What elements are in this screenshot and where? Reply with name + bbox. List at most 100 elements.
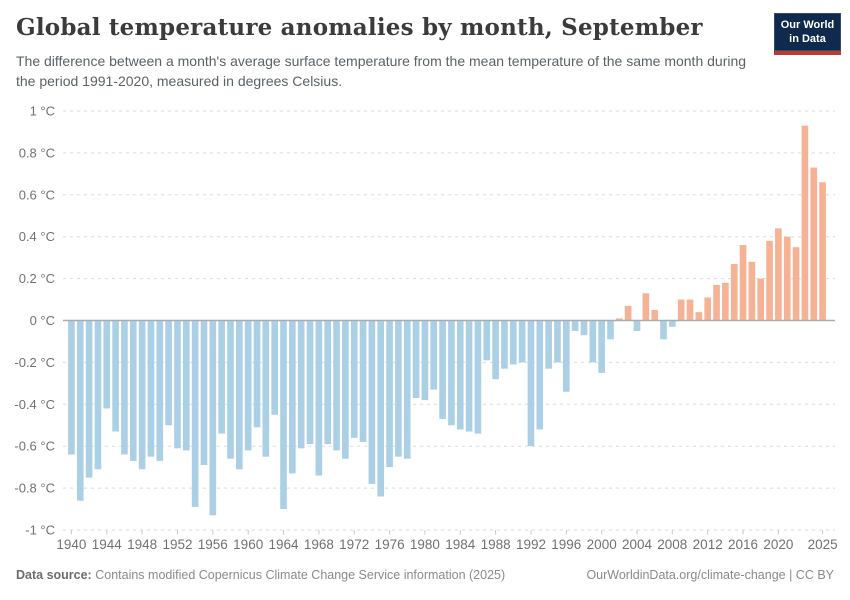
bar-1953[interactable] [182,320,190,451]
bar-2005[interactable] [642,293,650,321]
bar-2016[interactable] [739,245,747,321]
x-tick-label: 1984 [445,537,476,552]
bar-1980[interactable] [421,320,429,401]
bar-1942[interactable] [85,320,93,478]
bar-2011[interactable] [695,312,703,321]
y-tick-label: -1 °C [25,523,55,538]
bar-1991[interactable] [518,320,526,363]
bar-1973[interactable] [359,320,367,443]
bar-1940[interactable] [68,320,75,455]
bar-1986[interactable] [474,320,482,434]
bar-1982[interactable] [439,320,446,419]
bar-1967[interactable] [306,320,314,445]
bar-2020[interactable] [775,228,782,321]
bar-1999[interactable] [589,320,597,363]
bar-2025[interactable] [819,182,826,321]
bar-1962[interactable] [262,320,270,457]
x-tick-label: 1944 [92,537,123,552]
x-tick-label: 1964 [268,537,299,552]
bar-2003[interactable] [624,305,632,321]
bar-2014[interactable] [722,282,729,321]
y-tick-label: 0.2 °C [19,271,55,286]
bar-2008[interactable] [669,320,676,327]
bar-1950[interactable] [156,320,164,461]
bar-1996[interactable] [562,320,570,392]
x-tick-label: 2008 [657,537,687,552]
bar-2015[interactable] [730,263,738,321]
bar-1983[interactable] [448,320,455,426]
bar-1985[interactable] [465,320,473,432]
bar-1961[interactable] [253,320,261,428]
bar-1957[interactable] [218,320,225,434]
bar-1984[interactable] [456,320,464,430]
bar-1989[interactable] [501,320,508,369]
bar-1944[interactable] [103,320,111,409]
bar-1972[interactable] [350,320,358,438]
bar-2013[interactable] [713,284,720,321]
bar-1945[interactable] [112,320,119,432]
bar-1978[interactable] [403,320,411,459]
bar-1954[interactable] [191,320,199,507]
bar-1943[interactable] [94,320,102,470]
bar-1956[interactable] [209,320,217,516]
bar-1951[interactable] [165,320,172,426]
bar-2010[interactable] [686,299,694,321]
y-tick-label: 0.4 °C [19,229,55,244]
bar-2021[interactable] [783,236,791,321]
bar-1988[interactable] [492,320,499,380]
bar-1948[interactable] [138,320,146,470]
bar-2018[interactable] [757,278,765,321]
bar-1971[interactable] [342,320,349,459]
bar-1993[interactable] [536,320,544,430]
bar-2009[interactable] [677,299,685,321]
bar-1963[interactable] [271,320,278,415]
bar-2002[interactable] [616,318,623,321]
y-tick-label: -0.6 °C [14,439,55,454]
owid-logo[interactable]: Our World in Data [774,13,841,55]
bar-1946[interactable] [121,320,128,455]
bar-1970[interactable] [333,320,340,451]
bar-2022[interactable] [792,247,800,321]
x-tick-label: 1972 [339,537,369,552]
bar-1964[interactable] [280,320,287,510]
bar-2001[interactable] [607,320,614,340]
bar-1968[interactable] [315,320,323,476]
bar-1976[interactable] [386,320,393,468]
x-tick-label: 1952 [162,537,192,552]
bar-2007[interactable] [660,320,667,340]
bar-1955[interactable] [200,320,208,466]
bar-1990[interactable] [509,320,517,365]
bar-1947[interactable] [129,320,137,461]
bar-1958[interactable] [227,320,234,459]
bar-1987[interactable] [483,320,491,361]
bar-2012[interactable] [704,297,712,321]
bar-1975[interactable] [377,320,385,497]
bar-1997[interactable] [571,320,579,331]
bar-2017[interactable] [748,261,756,321]
bar-2000[interactable] [598,320,605,373]
bar-1966[interactable] [297,320,305,449]
bar-1979[interactable] [412,320,420,399]
bar-1994[interactable] [545,320,552,369]
bar-2004[interactable] [633,320,641,331]
bar-1998[interactable] [580,320,588,336]
bar-1977[interactable] [395,320,402,457]
footer-credit-link[interactable]: OurWorldinData.org/climate-change | CC B… [586,568,834,582]
bar-1965[interactable] [289,320,296,474]
bar-1969[interactable] [324,320,332,445]
bar-2023[interactable] [801,125,809,321]
bar-2006[interactable] [651,310,658,321]
bar-2019[interactable] [766,240,773,321]
bar-1960[interactable] [244,320,252,451]
bar-1995[interactable] [554,320,561,363]
bar-1949[interactable] [147,320,155,457]
bar-1959[interactable] [236,320,243,470]
bar-2024[interactable] [810,167,818,321]
bar-1952[interactable] [174,320,181,449]
x-tick-label: 1980 [410,537,440,552]
bar-1981[interactable] [430,320,438,390]
bar-1992[interactable] [527,320,535,447]
bar-1941[interactable] [76,320,84,501]
bar-1974[interactable] [368,320,376,484]
